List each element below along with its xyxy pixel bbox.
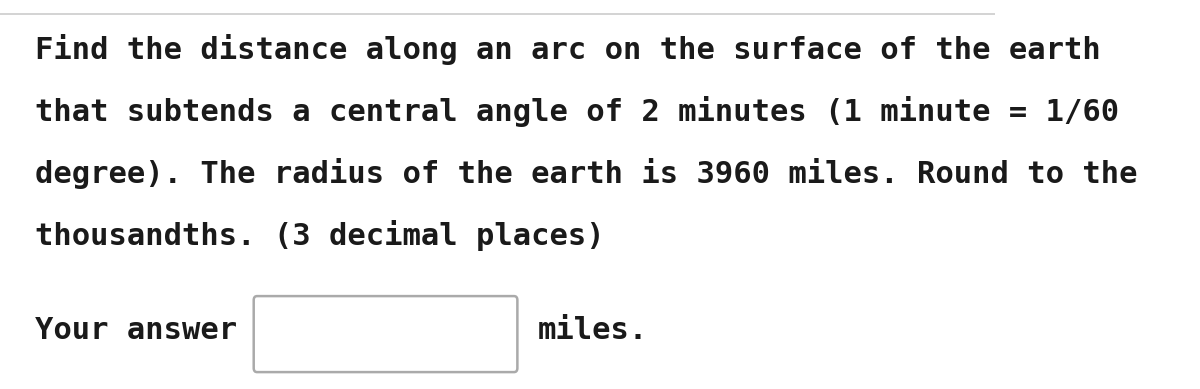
Text: miles.: miles. xyxy=(538,316,648,345)
Text: Your answer is: Your answer is xyxy=(35,316,292,345)
Text: that subtends a central angle of 2 minutes (1 minute = 1/60: that subtends a central angle of 2 minut… xyxy=(35,96,1118,127)
Text: degree). The radius of the earth is 3960 miles. Round to the: degree). The radius of the earth is 3960… xyxy=(35,158,1138,189)
FancyBboxPatch shape xyxy=(253,296,517,372)
Text: thousandths. (3 decimal places): thousandths. (3 decimal places) xyxy=(35,220,605,251)
Text: Find the distance along an arc on the surface of the earth: Find the distance along an arc on the su… xyxy=(35,34,1100,65)
